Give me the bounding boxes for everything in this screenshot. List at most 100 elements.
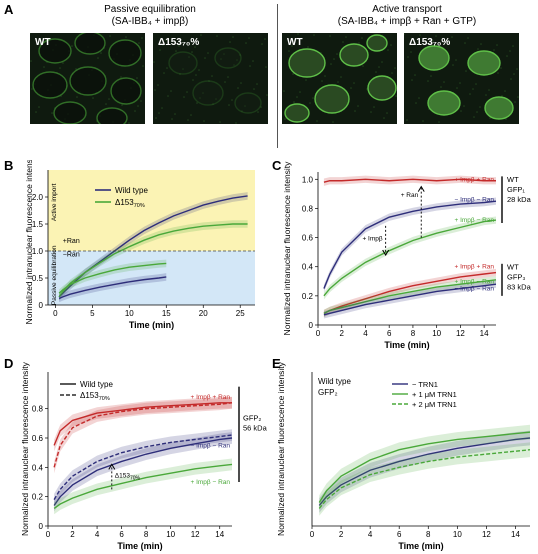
x-tick-label: 0 <box>316 329 321 338</box>
speckle <box>264 38 266 40</box>
series-end-label: − Impβ − Ran <box>454 197 494 204</box>
speckle <box>472 88 474 90</box>
arrow-head <box>382 249 390 257</box>
series-band <box>54 458 233 515</box>
speckle <box>443 81 445 83</box>
active-header-line1: Active transport <box>372 4 442 15</box>
speckle <box>153 61 155 63</box>
subtitle-line: Wild type <box>318 377 351 386</box>
nucleus <box>288 48 326 78</box>
speckle <box>199 97 201 99</box>
speckle <box>512 45 514 47</box>
speckle <box>31 88 33 90</box>
speckle <box>216 35 218 37</box>
speckle <box>39 43 41 45</box>
annotation-plus-ran: +Ran <box>63 238 80 245</box>
speckle <box>350 87 352 89</box>
speckle <box>510 78 512 80</box>
nucleus <box>32 71 68 99</box>
group-label: 83 kDa <box>507 283 532 292</box>
speckle <box>245 42 247 44</box>
speckle <box>170 90 172 92</box>
group-label: GFP₂ <box>243 413 261 422</box>
nucleus <box>314 84 350 114</box>
speckle <box>283 90 285 92</box>
speckle <box>266 94 268 96</box>
speckle <box>175 50 177 52</box>
speckle <box>253 88 255 90</box>
speckle <box>422 120 424 122</box>
series-end-label: + Impβ − Ran <box>454 217 494 224</box>
micrograph-label: WT <box>35 37 51 48</box>
series-line <box>323 283 497 316</box>
y-tick-label: 1.0 <box>32 247 44 256</box>
speckle <box>208 80 210 82</box>
nucleus <box>418 45 450 71</box>
speckle <box>224 81 226 83</box>
region-label-active: Active import <box>51 183 58 221</box>
passive-equilibration-region <box>48 251 255 305</box>
x-tick-label: 6 <box>119 530 124 539</box>
speckle <box>309 102 311 104</box>
nucleus <box>234 92 262 114</box>
legend-label: − TRN1 <box>412 380 438 389</box>
legend-label: Wild type <box>80 380 113 389</box>
legend-label: + 2 μM TRN1 <box>412 400 457 409</box>
series-band <box>319 442 530 516</box>
speckle <box>501 95 503 97</box>
series-end-label: − Impβ − Ran <box>454 286 494 293</box>
y-tick-label: 2.0 <box>32 193 44 202</box>
arrow-head <box>417 185 425 192</box>
series-band <box>323 276 496 317</box>
nucleus <box>484 96 514 120</box>
speckle <box>248 37 250 39</box>
speckle <box>196 102 198 104</box>
speckle <box>404 33 405 35</box>
speckle <box>198 69 200 71</box>
speckle <box>297 33 299 35</box>
group-label: WT <box>507 263 519 272</box>
speckle <box>128 122 130 124</box>
y-tick-label: 0.2 <box>32 493 44 502</box>
nucleus <box>96 107 128 124</box>
speckle <box>204 57 206 59</box>
speckle <box>92 97 94 99</box>
speckle <box>316 120 318 122</box>
x-tick-label: 12 <box>191 530 200 539</box>
x-tick-label: 12 <box>482 530 491 539</box>
speckle <box>257 111 259 113</box>
x-axis-label: Time (min) <box>129 320 174 330</box>
speckle <box>75 68 77 70</box>
x-tick-label: 8 <box>411 329 416 338</box>
speckle <box>480 43 482 45</box>
speckle <box>414 74 416 76</box>
speckle <box>212 103 214 105</box>
speckle <box>159 49 161 51</box>
speckle <box>109 35 111 37</box>
speckle <box>500 67 502 69</box>
speckle <box>178 45 180 47</box>
speckle <box>448 41 450 43</box>
nucleus <box>366 34 388 52</box>
x-tick-label: 14 <box>215 530 224 539</box>
speckle <box>330 63 332 65</box>
speckle <box>479 106 481 108</box>
speckle <box>162 44 164 46</box>
micrograph-label: Δ153₇₀% <box>409 37 451 48</box>
series-end-label: − Impβ − Ran <box>190 442 230 449</box>
x-tick-label: 0 <box>310 530 315 539</box>
nucleus <box>110 77 142 105</box>
nucleus <box>467 50 501 76</box>
speckle <box>451 36 453 38</box>
speckle <box>71 45 73 47</box>
series-end-label: + Impβ + Ran <box>454 264 494 271</box>
speckle <box>514 101 516 103</box>
speckle <box>220 58 222 60</box>
speckle <box>288 50 290 52</box>
speckle <box>138 42 140 44</box>
speckle <box>358 42 360 44</box>
series-line <box>58 262 167 294</box>
x-tick-label: 4 <box>363 329 368 338</box>
speckle <box>203 120 205 122</box>
speckle <box>383 117 385 119</box>
